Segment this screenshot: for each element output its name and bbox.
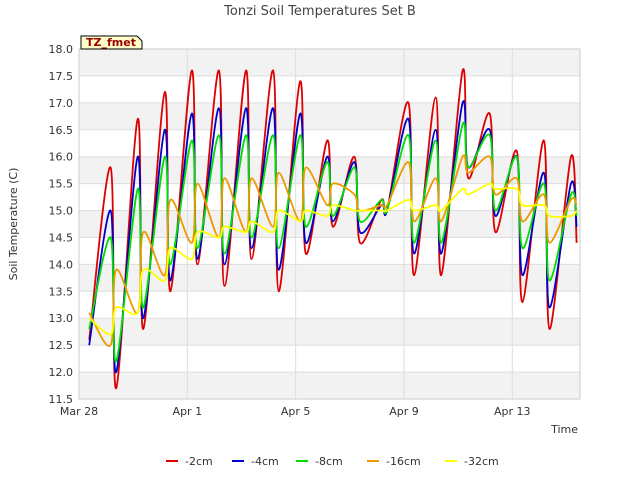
grid-band (79, 372, 580, 399)
series-lines (88, 68, 578, 390)
plot-area-border (78, 48, 581, 400)
grid-band (79, 102, 580, 130)
y-tick-label: 13.0 (49, 312, 74, 325)
y-tick-label: 16.5 (49, 124, 74, 137)
series-line-minus-32cm (88, 182, 578, 336)
y-tick-label: 17.0 (49, 97, 74, 110)
x-axis-label: Time (550, 423, 578, 436)
y-tick-label: 12.0 (49, 366, 74, 379)
legend-label: -16cm (386, 455, 421, 468)
y-axis-ticks: 11.5 12.0 12.5 13.0 13.5 14.0 14.5 15.0 15.5 16.0… (49, 43, 74, 406)
y-tick-label: 17.5 (49, 70, 74, 83)
legend-label: -2cm (185, 455, 213, 468)
vertical-gridlines (78, 49, 513, 399)
y-tick-label: 15.5 (49, 178, 74, 191)
series-line-minus-2cm (88, 68, 578, 390)
grid-band (79, 264, 580, 292)
grid-band (79, 318, 580, 346)
y-tick-label: 16.0 (49, 151, 74, 164)
y-tick-label: 12.5 (49, 339, 74, 352)
x-tick-label: Apr 9 (389, 405, 419, 418)
tag-box-shape (80, 35, 143, 50)
tag-box: TZ_fmet (80, 35, 143, 50)
chart-title: Tonzi Soil Temperatures Set B (223, 4, 416, 19)
x-axis-ticks: Mar 28 Apr 1 Apr 5 Apr 9 Apr 13 (60, 405, 531, 418)
tag-label: TZ_fmet (86, 36, 136, 49)
x-tick-label: Apr 13 (494, 405, 531, 418)
y-tick-label: 18.0 (49, 43, 74, 56)
legend-label: -4cm (251, 455, 279, 468)
grid-band (79, 49, 580, 76)
y-tick-label: 14.0 (49, 258, 74, 271)
y-tick-label: 11.5 (49, 393, 74, 406)
legend: -2cm -4cm -8cm -16cm -32cm (166, 455, 499, 468)
legend-label: -32cm (464, 455, 499, 468)
y-axis-label: Soil Temperature (C) (7, 168, 20, 281)
series-line-minus-16cm (88, 154, 578, 347)
x-tick-label: Apr 1 (173, 405, 203, 418)
y-tick-label: 14.5 (49, 231, 74, 244)
y-tick-label: 13.5 (49, 285, 74, 298)
x-tick-label: Apr 5 (281, 405, 311, 418)
legend-label: -8cm (315, 455, 343, 468)
y-tick-label: 15.0 (49, 205, 74, 218)
x-tick-label: Mar 28 (60, 405, 98, 418)
